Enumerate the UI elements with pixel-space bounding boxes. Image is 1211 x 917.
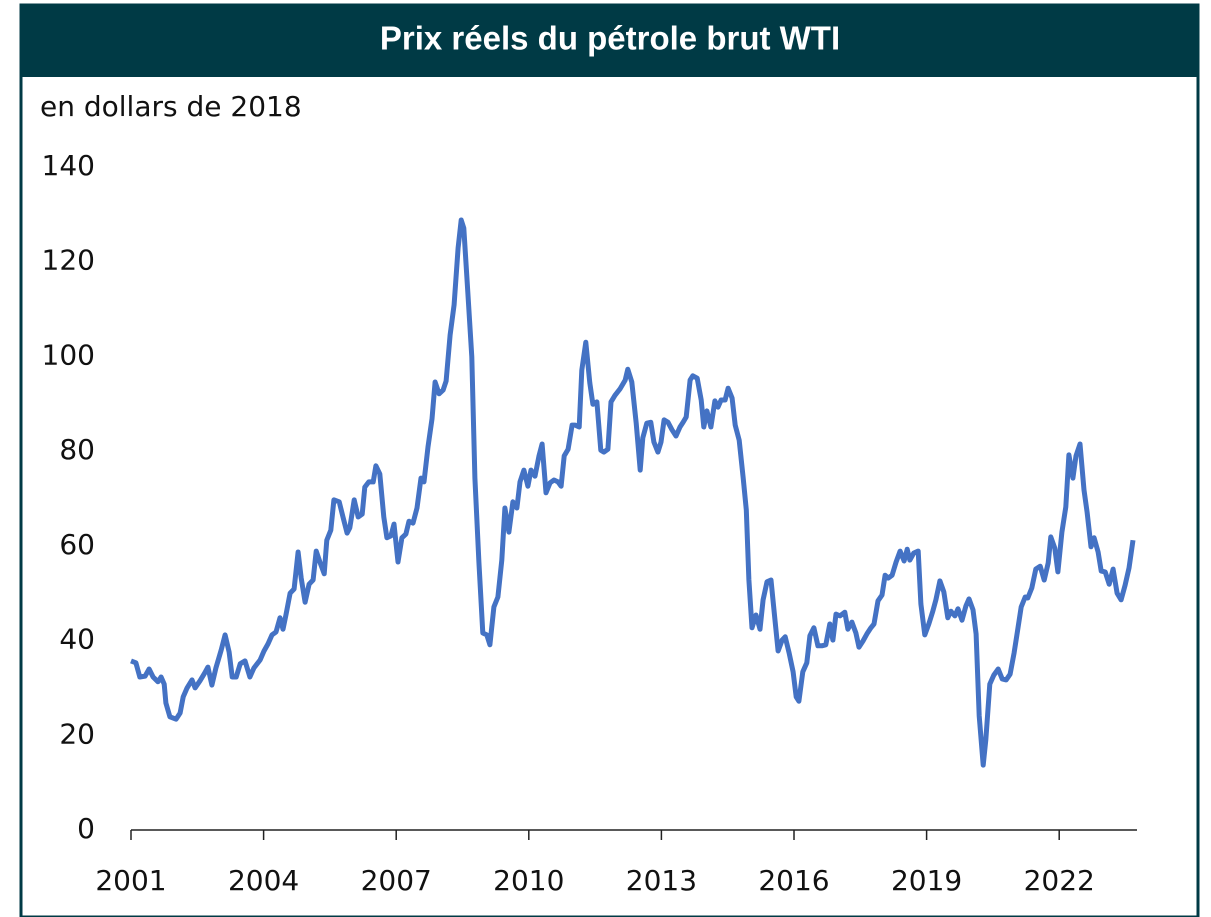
chart-title: Prix réels du pétrole brut WTI bbox=[380, 20, 840, 57]
x-tick-label: 2007 bbox=[361, 864, 432, 897]
x-tick-label: 2013 bbox=[626, 864, 697, 897]
x-tick-label: 2001 bbox=[95, 864, 166, 897]
y-tick-label: 140 bbox=[42, 149, 95, 182]
y-tick-label: 120 bbox=[42, 244, 95, 277]
frame bbox=[19, 3, 1200, 917]
y-tick-label: 0 bbox=[77, 812, 95, 845]
y-tick-label: 60 bbox=[59, 528, 95, 561]
x-tick-label: 2010 bbox=[493, 864, 564, 897]
x-tick-label: 2019 bbox=[891, 864, 962, 897]
y-tick-label: 40 bbox=[59, 623, 95, 656]
y-tick-label: 20 bbox=[59, 717, 95, 750]
x-tick-label: 2022 bbox=[1024, 864, 1095, 897]
title-bar bbox=[20, 4, 1199, 77]
y-tick-label: 100 bbox=[42, 338, 95, 371]
subtitle: en dollars de 2018 bbox=[40, 90, 302, 123]
x-tick-label: 2016 bbox=[758, 864, 829, 897]
y-tick-label: 80 bbox=[59, 433, 95, 466]
x-tick-label: 2004 bbox=[228, 864, 299, 897]
line-series bbox=[130, 217, 1136, 768]
